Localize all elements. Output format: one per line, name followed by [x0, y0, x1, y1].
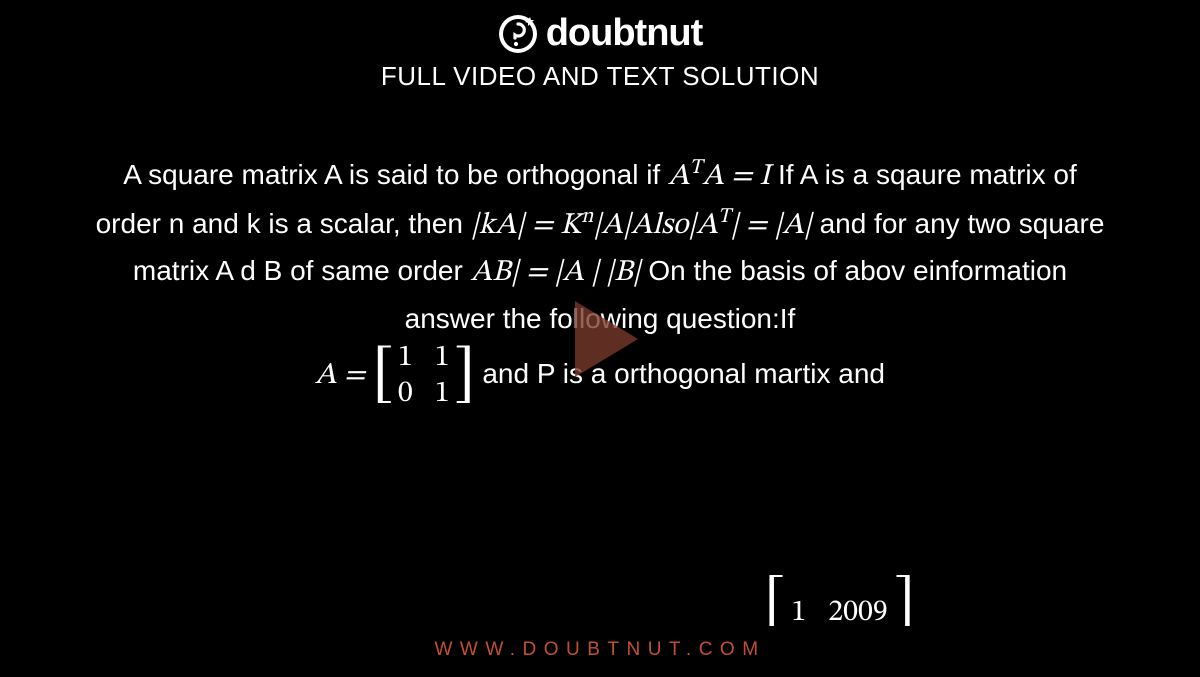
video-card[interactable]: doubtnut FULL VIDEO AND TEXT SOLUTION A …: [0, 0, 1200, 677]
math-expr-1: ATA = I: [668, 162, 770, 192]
brand-name: doubtnut: [546, 12, 703, 55]
matrix-A: [ 1 1 0 1 ]: [372, 340, 475, 412]
matrix-body: 1 1 0 1: [394, 340, 454, 412]
text-segment: and P is a orthogonal martix and: [482, 358, 885, 389]
matrix-cell: 0: [398, 376, 413, 412]
footer-url: WWW.DOUBTNUT.COM: [0, 639, 1200, 661]
question-text: A square matrix A is said to be orthogon…: [90, 152, 1110, 412]
math-expr-3: AB| = |A | |B|: [471, 258, 641, 288]
partial-matrix: ⎡ 1 2009 ⎤: [764, 596, 915, 636]
math-var: |kA| = K: [471, 211, 582, 241]
math-var: A: [668, 162, 690, 192]
bracket-right: ]: [454, 351, 476, 401]
doubtnut-logo-icon: [498, 14, 538, 54]
math-var: | = |A|: [731, 211, 812, 241]
matrix-row: 0 1: [398, 376, 450, 412]
math-sup: n: [581, 206, 593, 227]
matrix-cell: 1: [435, 340, 450, 376]
matrix-row: 1 2009: [787, 598, 891, 628]
matrix-cell: 1: [435, 376, 450, 412]
matrix-row: 1 1: [398, 340, 450, 376]
math-sup: T: [718, 206, 731, 227]
bracket-left: [: [372, 351, 394, 401]
text-segment: A square matrix A is said to be orthogon…: [123, 159, 668, 190]
matrix-cell: 2009: [828, 598, 887, 628]
matrix-cell: 1: [398, 340, 413, 376]
brand-row: doubtnut: [0, 0, 1200, 55]
math-expr-2: |kA| = Kn|A|Also|AT| = |A|: [471, 211, 812, 241]
math-var: |A|Also|A: [593, 211, 717, 241]
math-var: A = I: [702, 162, 770, 192]
matrix-cell: 1: [791, 598, 806, 628]
math-expr-4: A = [ 1 1 0 1 ]: [315, 361, 482, 391]
math-sup: T: [690, 157, 703, 178]
subtitle: FULL VIDEO AND TEXT SOLUTION: [0, 61, 1200, 92]
bracket-right: ⎤: [892, 596, 915, 636]
math-lhs: A =: [315, 361, 372, 391]
bracket-left: ⎡: [764, 596, 787, 636]
